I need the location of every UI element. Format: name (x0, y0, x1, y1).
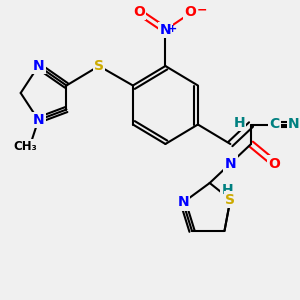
Text: O: O (184, 5, 196, 19)
Text: N: N (288, 118, 300, 131)
Text: H: H (233, 116, 245, 130)
Text: N: N (177, 196, 189, 209)
Text: O: O (269, 157, 280, 170)
Text: O: O (133, 5, 145, 19)
Text: N: N (225, 157, 236, 170)
Text: +: + (168, 23, 177, 34)
Text: S: S (94, 59, 104, 73)
Text: H: H (222, 184, 233, 197)
Text: N: N (160, 23, 171, 37)
Text: C: C (270, 118, 280, 131)
Text: CH₃: CH₃ (13, 140, 37, 154)
Text: −: − (197, 4, 208, 17)
Text: N: N (33, 59, 44, 73)
Text: N: N (33, 113, 44, 127)
Text: S: S (225, 193, 236, 206)
